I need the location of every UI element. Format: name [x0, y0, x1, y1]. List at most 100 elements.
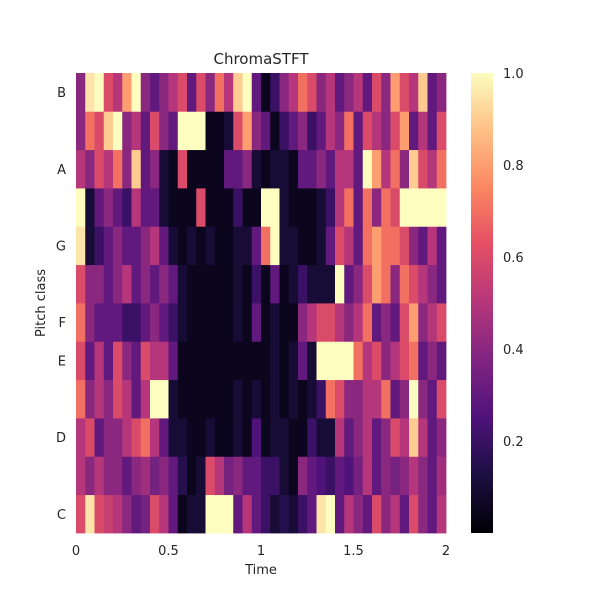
heatmap-cell: [335, 456, 345, 496]
heatmap-cell: [150, 226, 160, 266]
heatmap-cell: [196, 111, 206, 151]
y-tick-label: E: [58, 355, 66, 370]
heatmap-cell: [140, 188, 151, 227]
heatmap-cell: [103, 379, 114, 419]
heatmap-cell: [113, 341, 123, 381]
heatmap-cell: [270, 111, 280, 151]
heatmap-cell: [233, 456, 243, 496]
heatmap-cell: [381, 188, 391, 227]
heatmap-cell: [196, 379, 206, 419]
heatmap-cell: [316, 341, 327, 381]
x-axis-ticks: 0 0.5 1 1.5 2: [72, 544, 450, 559]
heatmap-cell: [270, 456, 280, 496]
heatmap-cell: [436, 73, 447, 112]
y-tick-label: B: [57, 86, 66, 101]
heatmap-cell: [224, 73, 234, 112]
heatmap-cell: [205, 226, 216, 266]
heatmap-cell: [251, 264, 262, 304]
heatmap-cell: [270, 303, 280, 342]
x-tick-label: 2: [442, 544, 450, 559]
heatmap-cell: [233, 341, 243, 381]
heatmap-cell: [122, 73, 132, 112]
heatmap-cell: [150, 456, 160, 496]
heatmap-cell: [103, 111, 114, 151]
heatmap-cell: [279, 494, 290, 534]
heatmap-cell: [131, 188, 142, 227]
heatmap-cell: [399, 226, 410, 266]
heatmap-cell: [187, 264, 197, 304]
heatmap-cell: [288, 494, 299, 534]
heatmap-cell: [251, 456, 262, 496]
heatmap-cell: [233, 379, 243, 419]
heatmap-cell: [150, 379, 160, 419]
heatmap-cell: [242, 73, 253, 112]
heatmap-cell: [325, 226, 336, 266]
x-tick-label: 1: [257, 544, 265, 559]
heatmap-cell: [390, 341, 401, 381]
heatmap-cell: [288, 418, 299, 457]
heatmap-cell: [316, 111, 327, 151]
heatmap-cell: [214, 73, 225, 112]
heatmap-cell: [353, 226, 364, 266]
heatmap-cell: [316, 379, 327, 419]
heatmap-cell: [122, 111, 132, 151]
heatmap-cell: [140, 379, 151, 419]
heatmap-cell: [279, 149, 290, 189]
y-tick-label: C: [57, 508, 66, 523]
heatmap-cell: [279, 379, 290, 419]
heatmap-cell: [168, 303, 179, 342]
heatmap-cell: [409, 149, 419, 189]
heatmap-cell: [316, 303, 327, 342]
heatmap-cell: [224, 341, 234, 381]
heatmap-cell: [298, 226, 308, 266]
heatmap-cell: [214, 418, 225, 457]
heatmap-cell: [270, 73, 280, 112]
heatmap-cell: [335, 264, 345, 304]
heatmap-cell: [335, 379, 345, 419]
heatmap-cell: [233, 188, 243, 227]
heatmap-cell: [381, 303, 391, 342]
heatmap-cell: [418, 73, 428, 112]
heatmap-cell: [270, 264, 280, 304]
heatmap-cell: [242, 341, 253, 381]
heatmap-cell: [113, 418, 123, 457]
colorbar-ticks: 0.2 0.4 0.6 0.8 1.0: [503, 67, 524, 450]
heatmap-cell: [187, 303, 197, 342]
heatmap-cell: [316, 226, 327, 266]
heatmap-cell: [362, 379, 373, 419]
heatmap-cell: [251, 379, 262, 419]
heatmap-cell: [390, 264, 401, 304]
heatmap-cell: [325, 188, 336, 227]
heatmap-cell: [122, 379, 132, 419]
heatmap-cell: [122, 341, 132, 381]
heatmap-cell: [224, 226, 234, 266]
heatmap-cell: [288, 73, 299, 112]
heatmap-cell: [270, 226, 280, 266]
heatmap-cell: [436, 303, 447, 342]
heatmap-cell: [325, 341, 336, 381]
heatmap-cell: [233, 264, 243, 304]
heatmap-cell: [196, 418, 206, 457]
x-axis-label: Time: [244, 563, 277, 578]
heatmap-cell: [76, 188, 86, 227]
heatmap-cell: [94, 149, 105, 189]
heatmap-cell: [353, 379, 364, 419]
heatmap-cell: [159, 494, 169, 534]
heatmap-cell: [94, 264, 105, 304]
heatmap-cell: [427, 303, 438, 342]
heatmap-cell: [298, 418, 308, 457]
heatmap-cell: [436, 456, 447, 496]
heatmap-cell: [298, 111, 308, 151]
heatmap-cell: [362, 494, 373, 534]
heatmap-cell: [85, 264, 95, 304]
heatmap-cell: [353, 111, 364, 151]
heatmap-cell: [436, 149, 447, 189]
heatmap-cell: [76, 226, 86, 266]
heatmap-cell: [214, 149, 225, 189]
heatmap-cell: [187, 494, 197, 534]
heatmap-cell: [307, 188, 317, 227]
heatmap-cell: [427, 226, 438, 266]
heatmap-cell: [344, 418, 354, 457]
heatmap-cell: [113, 379, 123, 419]
heatmap-cell: [436, 111, 447, 151]
